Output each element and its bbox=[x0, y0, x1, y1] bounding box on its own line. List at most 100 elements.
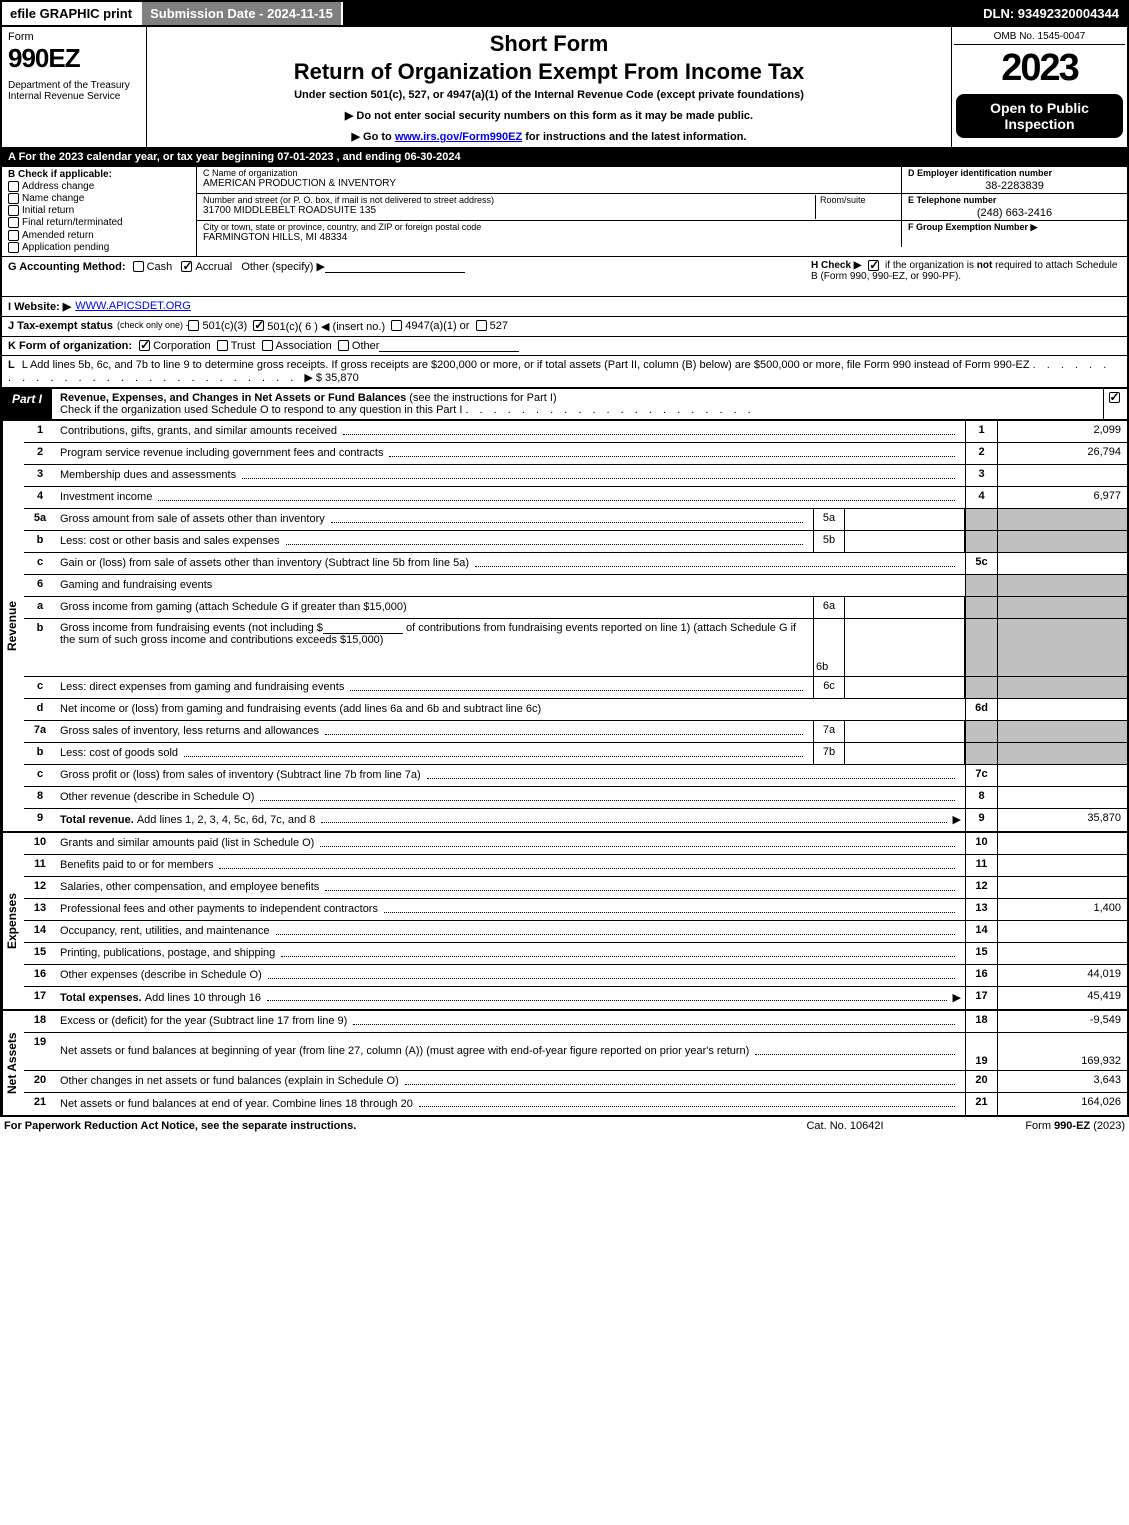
footer-cat-no: Cat. No. 10642I bbox=[745, 1120, 945, 1132]
city-value: FARMINGTON HILLS, MI 48334 bbox=[203, 232, 895, 243]
footer-left: For Paperwork Reduction Act Notice, see … bbox=[4, 1120, 745, 1132]
phone-value: (248) 663-2416 bbox=[908, 207, 1121, 219]
part-1-header: Part I Revenue, Expenses, and Changes in… bbox=[0, 389, 1129, 421]
line-17: 17Total expenses. Add lines 10 through 1… bbox=[24, 987, 1127, 1009]
block-b-through-f: B Check if applicable: Address change Na… bbox=[0, 167, 1129, 257]
cb-schedule-o-used[interactable] bbox=[1109, 392, 1120, 403]
line-7a: 7aGross sales of inventory, less returns… bbox=[24, 721, 1127, 743]
net-assets-table: Net Assets 18Excess or (deficit) for the… bbox=[0, 1011, 1129, 1117]
top-bar: efile GRAPHIC print Submission Date - 20… bbox=[0, 0, 1129, 27]
org-name-cell: C Name of organization AMERICAN PRODUCTI… bbox=[197, 167, 902, 193]
side-label-net-assets: Net Assets bbox=[2, 1011, 24, 1115]
line-6b: bGross income from fundraising events (n… bbox=[24, 619, 1127, 677]
revenue-table: Revenue 1Contributions, gifts, grants, a… bbox=[0, 421, 1129, 833]
row-j: J Tax-exempt status (check only one) - 5… bbox=[0, 317, 1129, 337]
part-1-label: Part I bbox=[2, 389, 52, 419]
side-label-expenses: Expenses bbox=[2, 833, 24, 1009]
row-l: L L Add lines 5b, 6c, and 7b to line 9 t… bbox=[0, 356, 1129, 389]
line-15: 15Printing, publications, postage, and s… bbox=[24, 943, 1127, 965]
form-word: Form bbox=[8, 31, 140, 43]
line-7c: cGross profit or (loss) from sales of in… bbox=[24, 765, 1127, 787]
line-3: 3Membership dues and assessments3 bbox=[24, 465, 1127, 487]
cb-address-change[interactable]: Address change bbox=[8, 181, 190, 192]
group-exemption-label: F Group Exemption Number ▶ bbox=[908, 222, 1121, 233]
line-13: 13Professional fees and other payments t… bbox=[24, 899, 1127, 921]
cb-501c3[interactable] bbox=[188, 320, 199, 331]
row-a: A For the 2023 calendar year, or tax yea… bbox=[0, 149, 1129, 167]
cb-schedule-b-not-required[interactable] bbox=[868, 260, 879, 271]
line-6: 6Gaming and fundraising events bbox=[24, 575, 1127, 597]
cb-501c[interactable] bbox=[253, 320, 264, 331]
line-8: 8Other revenue (describe in Schedule O)8 bbox=[24, 787, 1127, 809]
section-cde: C Name of organization AMERICAN PRODUCTI… bbox=[197, 167, 1127, 256]
cb-application-pending[interactable]: Application pending bbox=[8, 242, 190, 253]
efile-print[interactable]: efile GRAPHIC print bbox=[2, 2, 142, 25]
city-label: City or town, state or province, country… bbox=[203, 222, 895, 232]
cb-trust[interactable] bbox=[217, 340, 228, 351]
line-20: 20Other changes in net assets or fund ba… bbox=[24, 1071, 1127, 1093]
room-suite-label: Room/suite bbox=[815, 195, 895, 219]
instr-2-pre: ▶ Go to bbox=[352, 131, 395, 143]
line-10: 10Grants and similar amounts paid (list … bbox=[24, 833, 1127, 855]
row-h: H Check ▶ if the organization is not req… bbox=[811, 260, 1121, 282]
line-9: 9Total revenue. Total revenue. Add lines… bbox=[24, 809, 1127, 831]
arrow-icon: ▶ bbox=[953, 991, 961, 1004]
cb-accrual[interactable] bbox=[181, 261, 192, 272]
header-center: Short Form Return of Organization Exempt… bbox=[147, 27, 952, 147]
line-6c: cLess: direct expenses from gaming and f… bbox=[24, 677, 1127, 699]
main-title: Return of Organization Exempt From Incom… bbox=[155, 59, 943, 85]
instr-1: ▶ Do not enter social security numbers o… bbox=[155, 109, 943, 122]
cb-corporation[interactable] bbox=[139, 340, 150, 351]
header-right: OMB No. 1545-0047 2023 Open to Public In… bbox=[952, 27, 1127, 147]
cb-amended-return[interactable]: Amended return bbox=[8, 230, 190, 241]
line-5b: bLess: cost or other basis and sales exp… bbox=[24, 531, 1127, 553]
cb-initial-return[interactable]: Initial return bbox=[8, 205, 190, 216]
line-7b: bLess: cost of goods sold7b bbox=[24, 743, 1127, 765]
part-1-checkbox-col bbox=[1103, 389, 1127, 419]
cb-4947[interactable] bbox=[391, 320, 402, 331]
expenses-table: Expenses 10Grants and similar amounts pa… bbox=[0, 833, 1129, 1011]
cb-cash[interactable] bbox=[133, 261, 144, 272]
cb-association[interactable] bbox=[262, 340, 273, 351]
fundraising-contrib-field[interactable] bbox=[323, 622, 403, 634]
org-name: AMERICAN PRODUCTION & INVENTORY bbox=[203, 178, 895, 189]
phone-label: E Telephone number bbox=[908, 195, 1121, 205]
ein-label: D Employer identification number bbox=[908, 168, 1121, 178]
instr-2: ▶ Go to www.irs.gov/Form990EZ for instru… bbox=[155, 130, 943, 143]
section-e: E Telephone number (248) 663-2416 bbox=[902, 194, 1127, 220]
side-label-revenue: Revenue bbox=[2, 421, 24, 831]
line-19: 19Net assets or fund balances at beginni… bbox=[24, 1033, 1127, 1071]
footer-right: Form 990-EZ (2023) bbox=[945, 1120, 1125, 1132]
topbar-spacer bbox=[343, 2, 975, 25]
row-g-h: G Accounting Method: Cash Accrual Other … bbox=[0, 257, 1129, 297]
open-to-public: Open to Public Inspection bbox=[956, 94, 1123, 138]
omb-number: OMB No. 1545-0047 bbox=[954, 29, 1125, 45]
cb-name-change[interactable]: Name change bbox=[8, 193, 190, 204]
line-21: 21Net assets or fund balances at end of … bbox=[24, 1093, 1127, 1115]
dln: DLN: 93492320004344 bbox=[975, 2, 1127, 25]
cb-other-org[interactable] bbox=[338, 340, 349, 351]
row-i: I Website: ▶ WWW.APICSDET.ORG bbox=[0, 297, 1129, 317]
row-l-value: ▶ $ 35,870 bbox=[304, 372, 358, 384]
cb-527[interactable] bbox=[476, 320, 487, 331]
cb-final-return[interactable]: Final return/terminated bbox=[8, 217, 190, 228]
instr-2-post: for instructions and the latest informat… bbox=[522, 131, 746, 143]
section-b: B Check if applicable: Address change Na… bbox=[2, 167, 197, 256]
line-11: 11Benefits paid to or for members11 bbox=[24, 855, 1127, 877]
submission-date: Submission Date - 2024-11-15 bbox=[142, 2, 343, 25]
row-k: K Form of organization: Corporation Trus… bbox=[0, 337, 1129, 356]
department: Department of the Treasury Internal Reve… bbox=[8, 80, 140, 102]
irs-link[interactable]: www.irs.gov/Form990EZ bbox=[395, 131, 522, 143]
section-b-title: B Check if applicable: bbox=[8, 169, 190, 180]
other-specify-field[interactable] bbox=[325, 261, 465, 273]
line-4: 4Investment income46,977 bbox=[24, 487, 1127, 509]
other-org-field[interactable] bbox=[379, 340, 519, 352]
header-left: Form 990EZ Department of the Treasury In… bbox=[2, 27, 147, 147]
line-5c: cGain or (loss) from sale of assets othe… bbox=[24, 553, 1127, 575]
street-cell: Number and street (or P. O. box, if mail… bbox=[197, 194, 902, 220]
row-l-text: L Add lines 5b, 6c, and 7b to line 9 to … bbox=[22, 359, 1030, 371]
line-18: 18Excess or (deficit) for the year (Subt… bbox=[24, 1011, 1127, 1033]
website-link[interactable]: WWW.APICSDET.ORG bbox=[75, 300, 191, 312]
row-g: G Accounting Method: Cash Accrual Other … bbox=[8, 260, 465, 273]
header-block: Form 990EZ Department of the Treasury In… bbox=[0, 27, 1129, 149]
